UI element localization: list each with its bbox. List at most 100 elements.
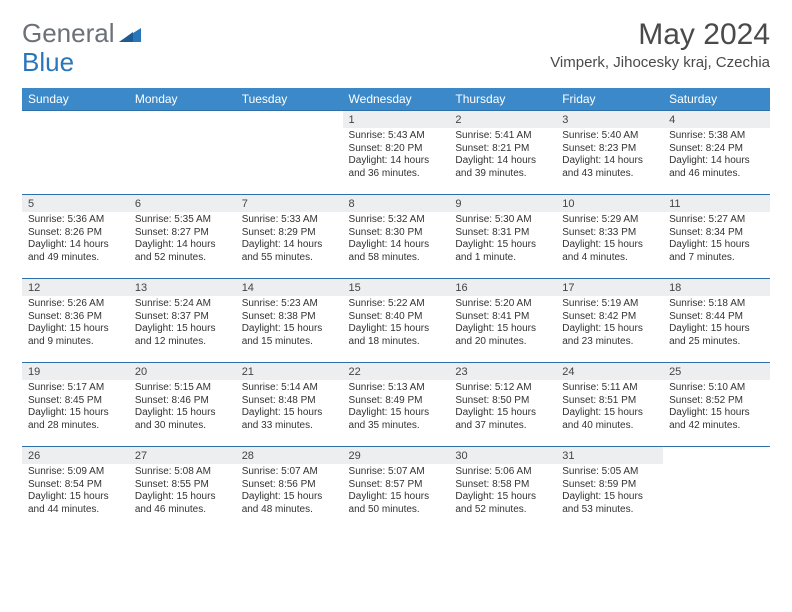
cell-body: Sunrise: 5:10 AMSunset: 8:52 PMDaylight:… <box>663 380 770 436</box>
sunset-line: Sunset: 8:29 PM <box>242 227 337 240</box>
calendar-cell: 3Sunrise: 5:40 AMSunset: 8:23 PMDaylight… <box>556 110 663 194</box>
cell-body: Sunrise: 5:06 AMSunset: 8:58 PMDaylight:… <box>449 464 556 520</box>
day-number: 16 <box>449 278 556 296</box>
cell-body: Sunrise: 5:05 AMSunset: 8:59 PMDaylight:… <box>556 464 663 520</box>
day-number: 17 <box>556 278 663 296</box>
cell-body: Sunrise: 5:11 AMSunset: 8:51 PMDaylight:… <box>556 380 663 436</box>
sunrise-line: Sunrise: 5:08 AM <box>135 466 230 479</box>
daylight-line: Daylight: 15 hours and 1 minute. <box>455 239 550 264</box>
sunrise-line: Sunrise: 5:30 AM <box>455 214 550 227</box>
sunset-line: Sunset: 8:26 PM <box>28 227 123 240</box>
cell-body: Sunrise: 5:18 AMSunset: 8:44 PMDaylight:… <box>663 296 770 352</box>
daylight-line: Daylight: 14 hours and 39 minutes. <box>455 155 550 180</box>
calendar-cell: 12Sunrise: 5:26 AMSunset: 8:36 PMDayligh… <box>22 278 129 362</box>
sunset-line: Sunset: 8:54 PM <box>28 479 123 492</box>
cell-body: Sunrise: 5:12 AMSunset: 8:50 PMDaylight:… <box>449 380 556 436</box>
calendar-cell: 20Sunrise: 5:15 AMSunset: 8:46 PMDayligh… <box>129 362 236 446</box>
sunrise-line: Sunrise: 5:17 AM <box>28 382 123 395</box>
day-number: 26 <box>22 446 129 464</box>
cell-body: Sunrise: 5:08 AMSunset: 8:55 PMDaylight:… <box>129 464 236 520</box>
calendar-table: SundayMondayTuesdayWednesdayThursdayFrid… <box>22 88 770 530</box>
daylight-line: Daylight: 15 hours and 20 minutes. <box>455 323 550 348</box>
cell-body: Sunrise: 5:09 AMSunset: 8:54 PMDaylight:… <box>22 464 129 520</box>
sunrise-line: Sunrise: 5:13 AM <box>349 382 444 395</box>
day-number: 13 <box>129 278 236 296</box>
sunset-line: Sunset: 8:48 PM <box>242 395 337 408</box>
cell-body: Sunrise: 5:14 AMSunset: 8:48 PMDaylight:… <box>236 380 343 436</box>
day-number: 14 <box>236 278 343 296</box>
calendar-row: 12Sunrise: 5:26 AMSunset: 8:36 PMDayligh… <box>22 278 770 362</box>
daylight-line: Daylight: 15 hours and 42 minutes. <box>669 407 764 432</box>
day-number: 12 <box>22 278 129 296</box>
cell-body: Sunrise: 5:43 AMSunset: 8:20 PMDaylight:… <box>343 128 450 184</box>
cell-body: Sunrise: 5:40 AMSunset: 8:23 PMDaylight:… <box>556 128 663 184</box>
calendar-cell: 17Sunrise: 5:19 AMSunset: 8:42 PMDayligh… <box>556 278 663 362</box>
calendar-cell: 28Sunrise: 5:07 AMSunset: 8:56 PMDayligh… <box>236 446 343 530</box>
daylight-line: Daylight: 15 hours and 28 minutes. <box>28 407 123 432</box>
day-number: 5 <box>22 194 129 212</box>
calendar-cell: 25Sunrise: 5:10 AMSunset: 8:52 PMDayligh… <box>663 362 770 446</box>
sunrise-line: Sunrise: 5:11 AM <box>562 382 657 395</box>
calendar-cell <box>236 110 343 194</box>
sunrise-line: Sunrise: 5:33 AM <box>242 214 337 227</box>
calendar-cell: 31Sunrise: 5:05 AMSunset: 8:59 PMDayligh… <box>556 446 663 530</box>
cell-body: Sunrise: 5:38 AMSunset: 8:24 PMDaylight:… <box>663 128 770 184</box>
sunset-line: Sunset: 8:27 PM <box>135 227 230 240</box>
daylight-line: Daylight: 14 hours and 36 minutes. <box>349 155 444 180</box>
day-number: 9 <box>449 194 556 212</box>
calendar-cell: 10Sunrise: 5:29 AMSunset: 8:33 PMDayligh… <box>556 194 663 278</box>
logo: General <box>22 18 143 49</box>
sunrise-line: Sunrise: 5:27 AM <box>669 214 764 227</box>
sunset-line: Sunset: 8:42 PM <box>562 311 657 324</box>
cell-body: Sunrise: 5:22 AMSunset: 8:40 PMDaylight:… <box>343 296 450 352</box>
calendar-cell: 8Sunrise: 5:32 AMSunset: 8:30 PMDaylight… <box>343 194 450 278</box>
calendar-cell: 11Sunrise: 5:27 AMSunset: 8:34 PMDayligh… <box>663 194 770 278</box>
sunset-line: Sunset: 8:45 PM <box>28 395 123 408</box>
sunrise-line: Sunrise: 5:20 AM <box>455 298 550 311</box>
sunrise-line: Sunrise: 5:36 AM <box>28 214 123 227</box>
cell-body: Sunrise: 5:17 AMSunset: 8:45 PMDaylight:… <box>22 380 129 436</box>
day-number: 1 <box>343 110 450 128</box>
sunrise-line: Sunrise: 5:29 AM <box>562 214 657 227</box>
daylight-line: Daylight: 15 hours and 48 minutes. <box>242 491 337 516</box>
sunrise-line: Sunrise: 5:40 AM <box>562 130 657 143</box>
sunset-line: Sunset: 8:41 PM <box>455 311 550 324</box>
cell-body: Sunrise: 5:27 AMSunset: 8:34 PMDaylight:… <box>663 212 770 268</box>
calendar-cell: 16 Sunrise: 5:20 AMSunset: 8:41 PMDayligh… <box>449 278 556 362</box>
day-number: 3 <box>556 110 663 128</box>
daylight-line: Daylight: 15 hours and 50 minutes. <box>349 491 444 516</box>
sunset-line: Sunset: 8:57 PM <box>349 479 444 492</box>
day-number: 11 <box>663 194 770 212</box>
daylight-line: Daylight: 15 hours and 25 minutes. <box>669 323 764 348</box>
sunrise-line: Sunrise: 5:24 AM <box>135 298 230 311</box>
sunset-line: Sunset: 8:58 PM <box>455 479 550 492</box>
sunrise-line: Sunrise: 5:14 AM <box>242 382 337 395</box>
sunset-line: Sunset: 8:24 PM <box>669 143 764 156</box>
daylight-line: Daylight: 15 hours and 53 minutes. <box>562 491 657 516</box>
daylight-line: Daylight: 14 hours and 49 minutes. <box>28 239 123 264</box>
day-number: 6 <box>129 194 236 212</box>
calendar-row: 19Sunrise: 5:17 AMSunset: 8:45 PMDayligh… <box>22 362 770 446</box>
day-number: 29 <box>343 446 450 464</box>
sunset-line: Sunset: 8:31 PM <box>455 227 550 240</box>
daylight-line: Daylight: 15 hours and 12 minutes. <box>135 323 230 348</box>
daylight-line: Daylight: 15 hours and 37 minutes. <box>455 407 550 432</box>
day-number: 8 <box>343 194 450 212</box>
calendar-cell: 24Sunrise: 5:11 AMSunset: 8:51 PMDayligh… <box>556 362 663 446</box>
daylight-line: Daylight: 15 hours and 35 minutes. <box>349 407 444 432</box>
day-number <box>236 110 343 128</box>
logo-text-blue: Blue <box>22 47 74 78</box>
calendar-cell: 5 Sunrise: 5:36 AMSunset: 8:26 PMDaylight… <box>22 194 129 278</box>
daylight-line: Daylight: 15 hours and 30 minutes. <box>135 407 230 432</box>
calendar-cell: 15Sunrise: 5:22 AMSunset: 8:40 PMDayligh… <box>343 278 450 362</box>
daylight-line: Daylight: 15 hours and 4 minutes. <box>562 239 657 264</box>
calendar-cell: 23Sunrise: 5:12 AMSunset: 8:50 PMDayligh… <box>449 362 556 446</box>
sunset-line: Sunset: 8:55 PM <box>135 479 230 492</box>
sunset-line: Sunset: 8:49 PM <box>349 395 444 408</box>
sunrise-line: Sunrise: 5:35 AM <box>135 214 230 227</box>
daylight-line: Daylight: 15 hours and 18 minutes. <box>349 323 444 348</box>
calendar-row: 5Sunrise: 5:36 AMSunset: 8:26 PMDaylight… <box>22 194 770 278</box>
daylight-line: Daylight: 14 hours and 43 minutes. <box>562 155 657 180</box>
calendar-cell: 27Sunrise: 5:08 AMSunset: 8:55 PMDayligh… <box>129 446 236 530</box>
daylight-line: Daylight: 14 hours and 55 minutes. <box>242 239 337 264</box>
